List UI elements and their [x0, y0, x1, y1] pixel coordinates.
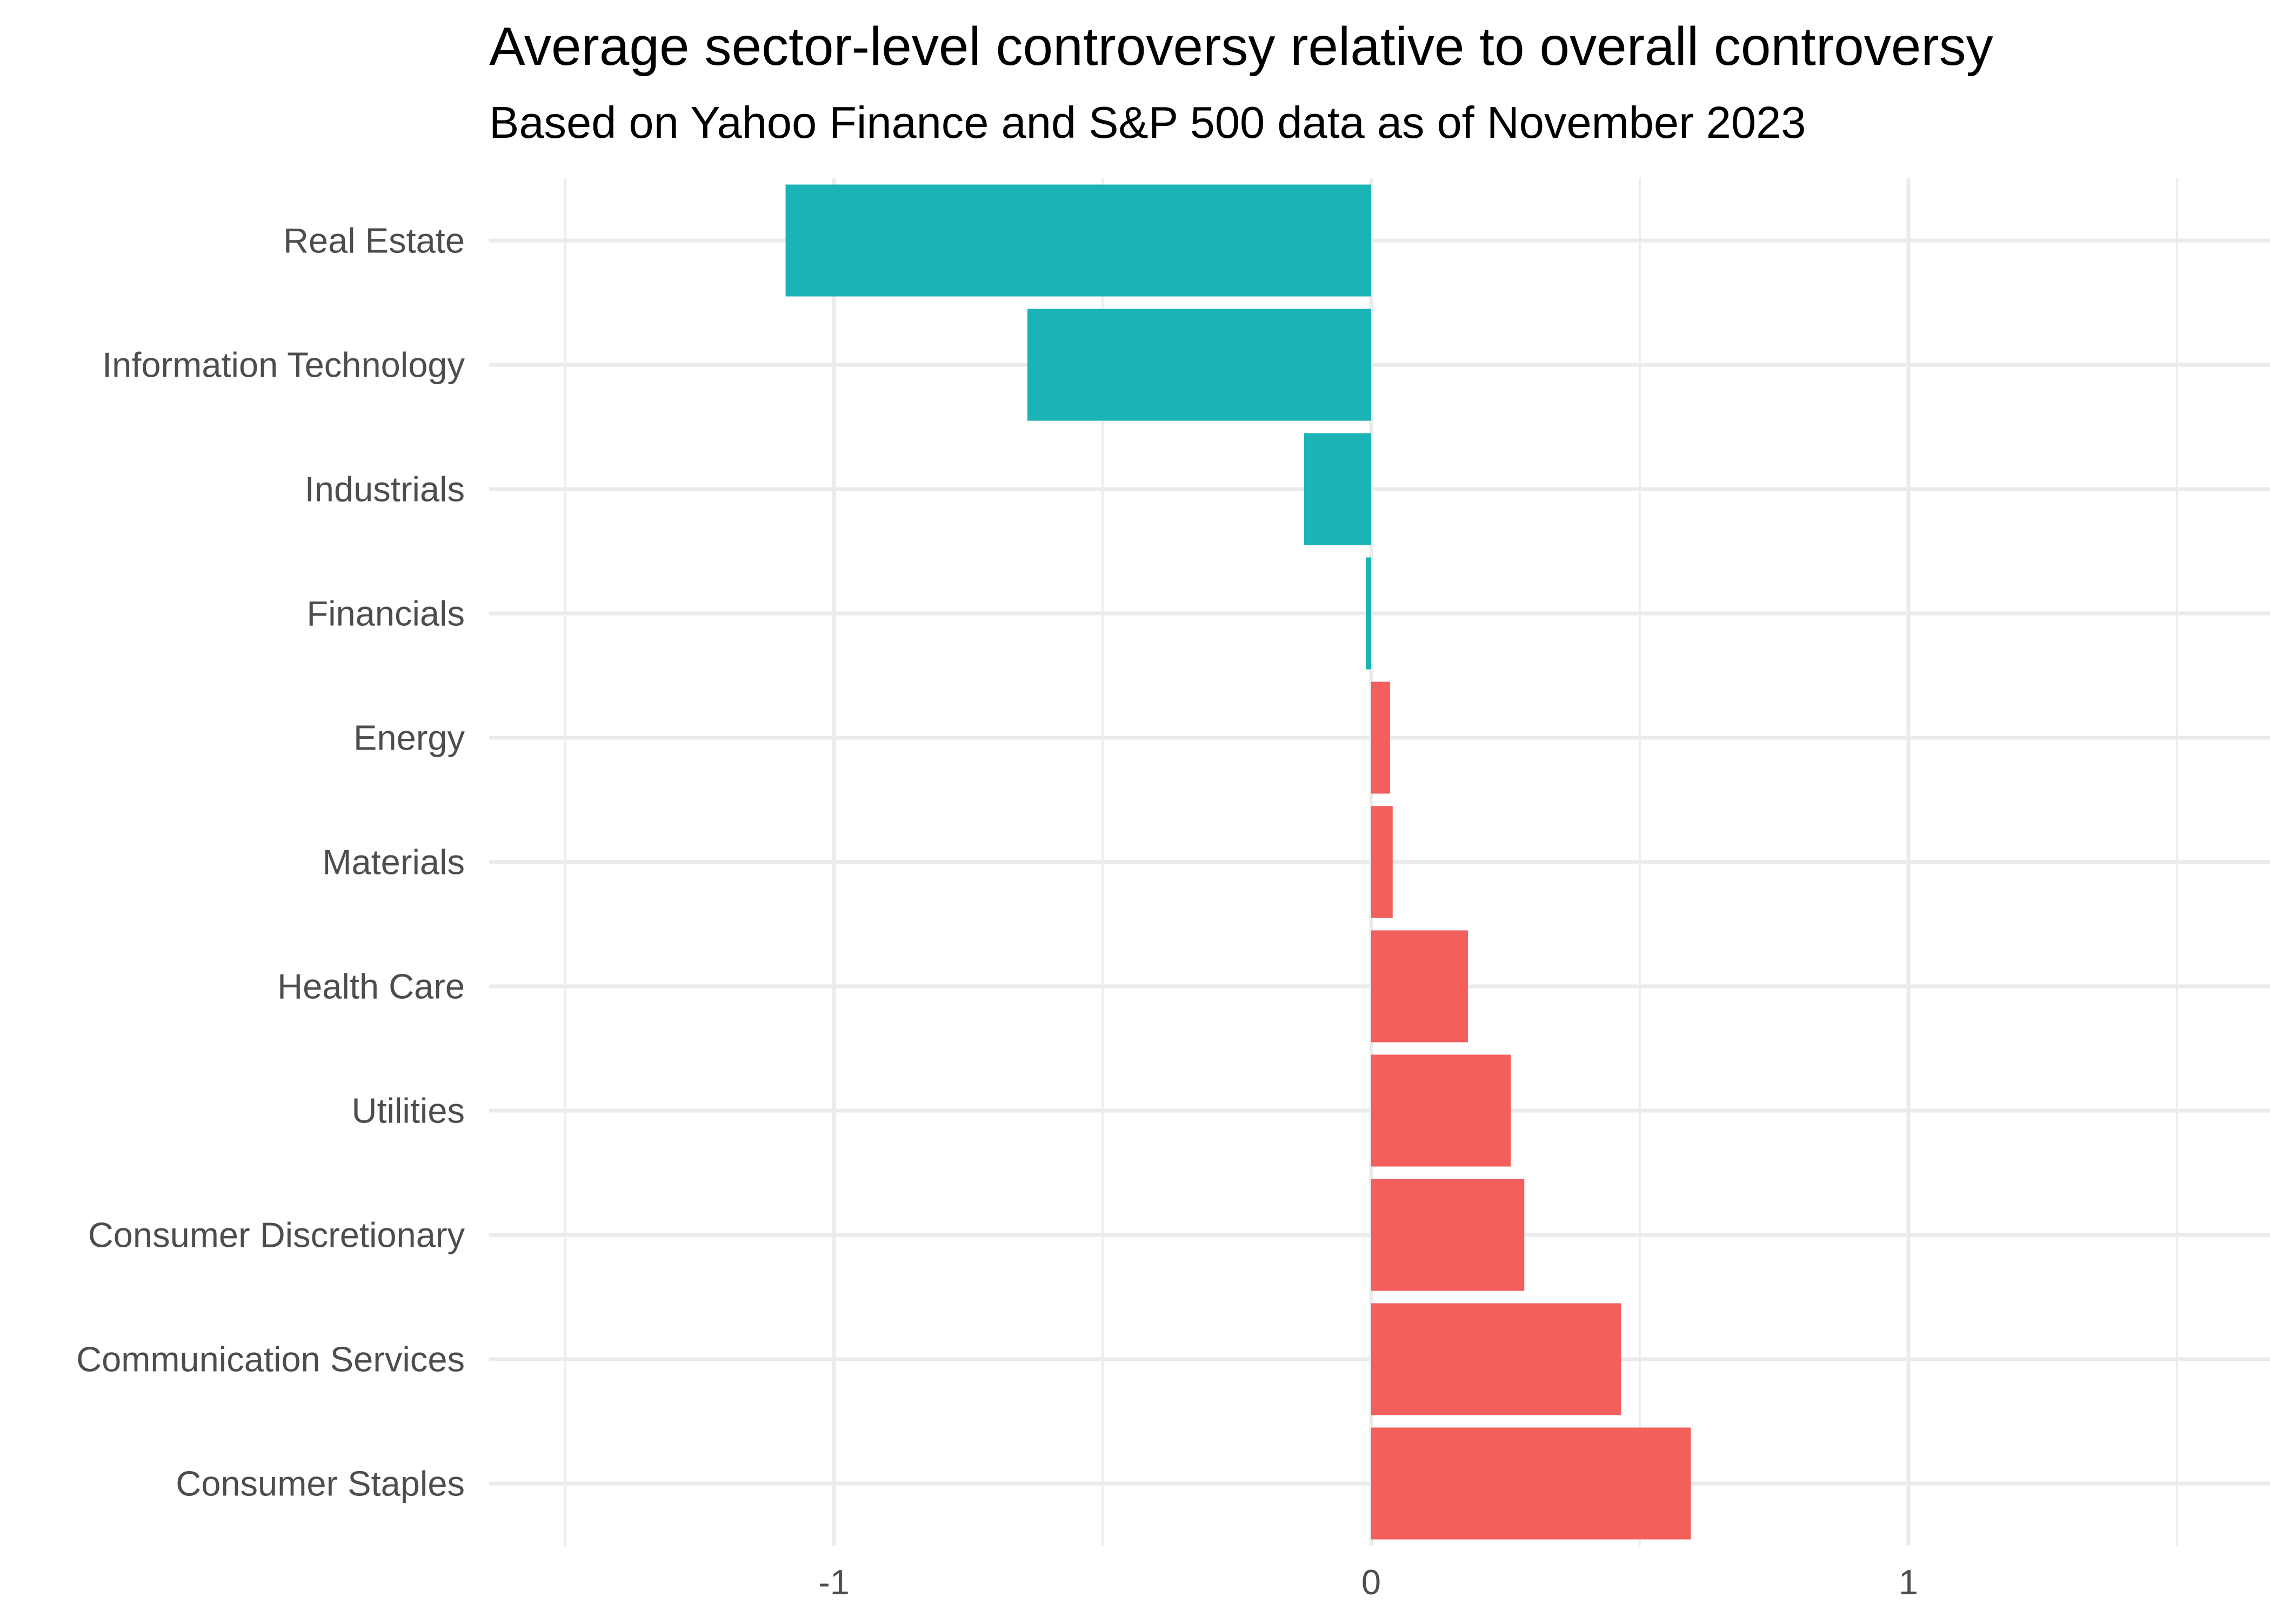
bars	[785, 184, 1691, 1540]
chart-subtitle: Based on Yahoo Finance and S&P 500 data …	[489, 97, 1806, 148]
chart-title: Average sector-level controversy relativ…	[489, 16, 1993, 77]
bar	[1371, 1179, 1525, 1291]
bar	[1304, 433, 1371, 545]
y-tick-label: Consumer Discretionary	[88, 1215, 465, 1255]
y-tick-label: Industrials	[305, 470, 465, 509]
y-axis-labels: Real Estate Information Technology Industr…	[76, 221, 465, 1503]
x-tick-label: 1	[1899, 1562, 1918, 1602]
y-tick-label: Consumer Staples	[176, 1464, 465, 1503]
bar	[1371, 1427, 1691, 1540]
x-tick-label: 0	[1361, 1562, 1381, 1602]
y-tick-label: Information Technology	[102, 345, 465, 385]
bar	[1371, 806, 1393, 918]
bar	[1371, 681, 1390, 794]
bar	[1366, 557, 1371, 670]
y-tick-label: Energy	[353, 718, 465, 758]
y-tick-label: Materials	[322, 843, 465, 882]
bar	[1371, 930, 1468, 1042]
x-axis-labels: -1 0 1	[818, 1562, 1918, 1602]
y-tick-label: Financials	[306, 594, 465, 633]
y-tick-label: Real Estate	[283, 221, 465, 260]
bar	[1027, 309, 1371, 421]
y-tick-label: Utilities	[352, 1091, 465, 1131]
bar	[1371, 1303, 1621, 1415]
x-tick-label: -1	[818, 1562, 850, 1602]
bar	[1371, 1054, 1511, 1167]
bar	[785, 184, 1371, 297]
y-tick-label: Communication Services	[76, 1340, 465, 1379]
y-tick-label: Health Care	[277, 967, 465, 1006]
